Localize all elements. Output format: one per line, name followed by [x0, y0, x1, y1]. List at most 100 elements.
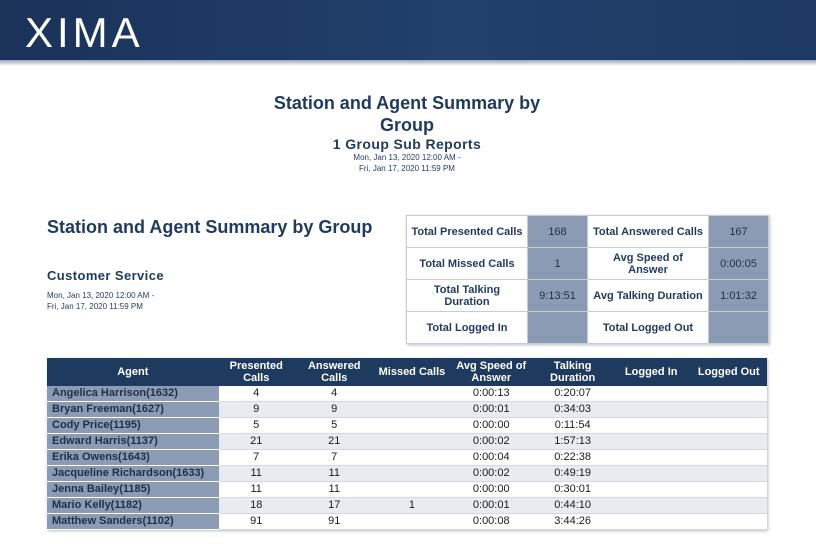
col-header-answered[interactable]: Answered Calls: [293, 358, 375, 386]
logged-in-cell: [611, 401, 691, 418]
logged-in-cell: [611, 465, 691, 482]
presented-calls-cell: 11: [218, 465, 294, 482]
logged-in-cell: [611, 513, 691, 530]
summary-value: 1: [527, 247, 588, 280]
talking-duration-cell: 0:49:19: [533, 465, 612, 482]
presented-calls-cell: 21: [218, 433, 294, 450]
summary-label: Total Logged In: [406, 311, 528, 344]
missed-calls-cell: [374, 433, 450, 450]
section-title: Station and Agent Summary by Group: [47, 217, 373, 237]
missed-calls-cell: [374, 449, 450, 466]
report-subtitle: 1 Group Sub Reports: [332, 136, 482, 152]
col-header-talking[interactable]: Talking Duration: [533, 358, 612, 386]
avg-speed-cell: 0:00:08: [449, 513, 534, 530]
agent-name-cell: Matthew Sanders(1102): [47, 513, 219, 530]
missed-calls-cell: [374, 417, 450, 434]
answered-calls-cell: 11: [293, 465, 375, 482]
summary-value: 0:00:05: [708, 247, 769, 280]
agent-name-cell: Erika Owens(1643): [47, 449, 219, 466]
logged-in-cell: [611, 449, 691, 466]
talking-duration-cell: 1:57:13: [533, 433, 612, 450]
table-row: Jenna Bailey(1185) 11 11 0:00:00 0:30:01: [47, 481, 767, 498]
logged-in-cell: [611, 481, 691, 498]
presented-calls-cell: 91: [218, 513, 294, 530]
report-date-range: Mon, Jan 13, 2020 12:00 AM - Fri, Jan 17…: [250, 152, 564, 174]
table-row: Edward Harris(1137) 21 21 0:00:02 1:57:13: [47, 433, 767, 450]
presented-calls-cell: 18: [218, 497, 294, 514]
summary-label: Total Talking Duration: [406, 279, 528, 312]
avg-speed-cell: 0:00:00: [449, 417, 534, 434]
avg-speed-cell: 0:00:04: [449, 449, 534, 466]
presented-calls-cell: 9: [218, 401, 294, 418]
logged-out-cell: [690, 433, 767, 450]
missed-calls-cell: [374, 401, 450, 418]
missed-calls-cell: [374, 386, 450, 402]
table-row: Bryan Freeman(1627) 9 9 0:00:01 0:34:03: [47, 401, 767, 418]
agent-name-cell: Mario Kelly(1182): [47, 497, 219, 514]
presented-calls-cell: 7: [218, 449, 294, 466]
table-row: Matthew Sanders(1102) 91 91 0:00:08 3:44:26: [47, 513, 767, 530]
talking-duration-cell: 0:30:01: [533, 481, 612, 498]
talking-duration-cell: 0:34:03: [533, 401, 612, 418]
talking-duration-cell: 3:44:26: [533, 513, 612, 530]
summary-value: 1:01:32: [708, 279, 769, 312]
agent-name-cell: Jenna Bailey(1185): [47, 481, 219, 498]
logged-in-cell: [611, 497, 691, 514]
agent-name-cell: Bryan Freeman(1627): [47, 401, 219, 418]
answered-calls-cell: 17: [293, 497, 375, 514]
report-date-start: Mon, Jan 13, 2020 12:00 AM -: [353, 153, 461, 162]
col-header-logged-in[interactable]: Logged In: [611, 358, 691, 386]
summary-value: 167: [708, 215, 769, 248]
summary-label: Total Answered Calls: [587, 215, 709, 248]
missed-calls-cell: [374, 481, 450, 498]
answered-calls-cell: 4: [293, 386, 375, 402]
talking-duration-cell: 0:22:38: [533, 449, 612, 466]
logged-in-cell: [611, 417, 691, 434]
xima-logo: XIMA: [25, 12, 144, 54]
talking-duration-cell: 0:20:07: [533, 386, 612, 402]
col-header-missed[interactable]: Missed Calls: [374, 358, 450, 386]
logged-out-cell: [690, 401, 767, 418]
logged-out-cell: [690, 481, 767, 498]
summary-table: Total Presented Calls 168 Total Answered C…: [406, 215, 769, 344]
summary-label: Avg Speed of Answer: [587, 247, 709, 280]
table-row: Jacqueline Richardson(1633) 11 11 0:00:02 0:…: [47, 465, 767, 482]
presented-calls-cell: 4: [218, 386, 294, 402]
col-header-avg-speed[interactable]: Avg Speed of Answer: [449, 358, 534, 386]
table-row: Erika Owens(1643) 7 7 0:00:04 0:22:38: [47, 449, 767, 466]
talking-duration-cell: 0:44:10: [533, 497, 612, 514]
summary-label: Total Missed Calls: [406, 247, 528, 280]
col-header-logged-out[interactable]: Logged Out: [690, 358, 767, 386]
logged-out-cell: [690, 465, 767, 482]
answered-calls-cell: 5: [293, 417, 375, 434]
col-header-presented[interactable]: Presented Calls: [218, 358, 294, 386]
presented-calls-cell: 5: [218, 417, 294, 434]
header-shadow: [0, 60, 816, 66]
answered-calls-cell: 7: [293, 449, 375, 466]
answered-calls-cell: 9: [293, 401, 375, 418]
section-date-end: Fri, Jan 17, 2020 11:59 PM: [47, 302, 143, 311]
logged-out-cell: [690, 386, 767, 402]
summary-label: Total Logged Out: [587, 311, 709, 344]
avg-speed-cell: 0:00:02: [449, 465, 534, 482]
logged-in-cell: [611, 386, 691, 402]
summary-row: Total Logged In Total Logged Out: [406, 311, 769, 344]
agent-name-cell: Cody Price(1195): [47, 417, 219, 434]
summary-label: Avg Talking Duration: [587, 279, 709, 312]
avg-speed-cell: 0:00:00: [449, 481, 534, 498]
agent-name-cell: Edward Harris(1137): [47, 433, 219, 450]
agent-name-cell: Angelica Harrison(1632): [47, 386, 219, 402]
section-date-range: Mon, Jan 13, 2020 12:00 AM - Fri, Jan 17…: [47, 290, 154, 312]
avg-speed-cell: 0:00:02: [449, 433, 534, 450]
section-date-start: Mon, Jan 13, 2020 12:00 AM -: [47, 291, 155, 300]
avg-speed-cell: 0:00:01: [449, 401, 534, 418]
avg-speed-cell: 0:00:01: [449, 497, 534, 514]
summary-row: Total Talking Duration 9:13:51 Avg Talking…: [406, 279, 769, 312]
missed-calls-cell: [374, 513, 450, 530]
table-row: Cody Price(1195) 5 5 0:00:00 0:11:54: [47, 417, 767, 434]
missed-calls-cell: 1: [374, 497, 450, 514]
col-header-agent[interactable]: Agent: [47, 358, 219, 386]
presented-calls-cell: 11: [218, 481, 294, 498]
table-row: Angelica Harrison(1632) 4 4 0:00:13 0:20:07: [47, 386, 767, 402]
logged-out-cell: [690, 417, 767, 434]
